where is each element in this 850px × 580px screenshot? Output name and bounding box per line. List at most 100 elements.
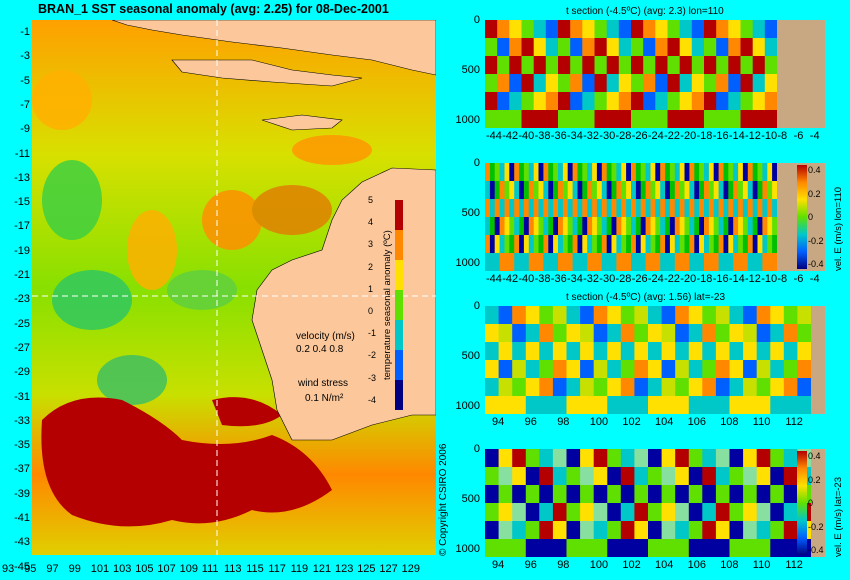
section-cell — [679, 38, 693, 57]
section-cell — [643, 92, 656, 111]
lat-tick-label: -45 — [14, 560, 30, 573]
lon-tick-label: 127 — [379, 563, 398, 575]
section-cell — [570, 92, 583, 111]
section-cell — [538, 217, 544, 236]
section-cell — [743, 396, 758, 414]
section-cell — [740, 20, 754, 39]
section-panel[interactable] — [485, 163, 825, 271]
lon-tick-label: 103 — [113, 563, 132, 575]
section-cell — [688, 324, 703, 343]
section-cell — [669, 217, 676, 236]
section-cell — [797, 342, 812, 361]
section-cell — [728, 20, 742, 39]
map-colorbar-tick: 0 — [368, 306, 374, 316]
section-cell — [570, 20, 583, 39]
section-cell — [743, 521, 758, 540]
section-cell — [716, 74, 729, 93]
section-cell — [618, 92, 632, 111]
section-cell — [533, 181, 540, 200]
section-cell — [715, 449, 731, 468]
section-cell — [704, 38, 717, 57]
lon-tick-label: 93 — [2, 563, 15, 575]
section-x-tick-label: -44 — [486, 130, 502, 142]
section-cell — [525, 467, 540, 486]
lat-tick-label: -11 — [14, 147, 30, 160]
section-cell — [694, 217, 700, 236]
sst-anomaly-map[interactable] — [32, 20, 436, 555]
section-cell — [512, 449, 527, 468]
lon-tick-label: 101 — [90, 563, 110, 575]
section-x-tick-label: -8 — [777, 130, 788, 142]
section-cell — [762, 235, 768, 254]
section-cell — [533, 199, 540, 218]
section-cell — [593, 306, 608, 325]
section-cell — [593, 396, 608, 414]
section-cell — [704, 217, 710, 236]
section-cell — [699, 217, 705, 236]
section-cell — [770, 378, 785, 397]
section-cell — [616, 199, 622, 218]
section-cell — [738, 199, 744, 218]
section-cell — [616, 235, 622, 254]
section-cell — [723, 235, 729, 254]
section-cell — [548, 199, 554, 218]
section-cell — [634, 324, 649, 343]
section-cell — [757, 253, 763, 271]
section-x-tick-label: 98 — [557, 559, 570, 571]
section-cell — [694, 199, 700, 218]
section-cell — [485, 539, 500, 557]
section-cell — [688, 521, 703, 540]
section-cell — [740, 110, 754, 128]
section-cell — [770, 539, 785, 557]
section-cell — [640, 163, 647, 182]
section-cell — [611, 181, 617, 200]
velocity-colorbar-label: vel. E (m/s) lat=-23 — [833, 477, 844, 557]
section-cell — [650, 235, 656, 254]
section-cell — [702, 503, 717, 522]
section-cell — [606, 235, 613, 254]
section-cell — [655, 38, 669, 57]
section-cell — [580, 521, 595, 540]
section-cell — [648, 306, 663, 325]
section-cell — [669, 181, 676, 200]
section-cell — [485, 181, 491, 200]
section-cell — [558, 235, 564, 254]
section-cell — [552, 396, 568, 414]
section-cell — [558, 38, 571, 57]
section-cell — [752, 38, 766, 57]
depth-tick-label: 0 — [473, 14, 480, 26]
section-cell — [665, 181, 671, 200]
section-cell — [485, 324, 500, 343]
section-cell — [593, 324, 608, 343]
velocity-legend-values: 0.2 0.4 0.8 — [296, 344, 344, 355]
section-panel[interactable] — [485, 306, 825, 414]
section-cell — [620, 521, 635, 540]
section-cell — [620, 324, 635, 343]
section-cell — [691, 38, 705, 57]
section-cell — [545, 56, 559, 75]
section-cell — [548, 235, 554, 254]
section-cell — [648, 521, 663, 540]
section-panel[interactable] — [485, 449, 825, 557]
section-cell — [667, 92, 681, 111]
section-cell — [558, 199, 564, 218]
section-panel[interactable] — [485, 20, 825, 128]
section-cell — [572, 235, 579, 254]
section-cell — [718, 235, 725, 254]
section-cell — [485, 92, 498, 111]
section-cell — [742, 235, 749, 254]
section-cell — [607, 467, 622, 486]
section-cell — [552, 342, 568, 361]
section-cell — [747, 181, 754, 200]
section-cell — [594, 56, 608, 75]
section-cell — [533, 38, 547, 57]
section-cell — [674, 181, 681, 200]
section-cell — [667, 20, 681, 39]
lat-tick-label: -15 — [14, 196, 30, 209]
section-cell — [485, 342, 500, 361]
section-cell — [743, 467, 758, 486]
section-cell — [718, 253, 725, 271]
section-cell — [580, 378, 595, 397]
section-cell — [577, 181, 583, 200]
lon-tick-label: 117 — [268, 563, 286, 575]
